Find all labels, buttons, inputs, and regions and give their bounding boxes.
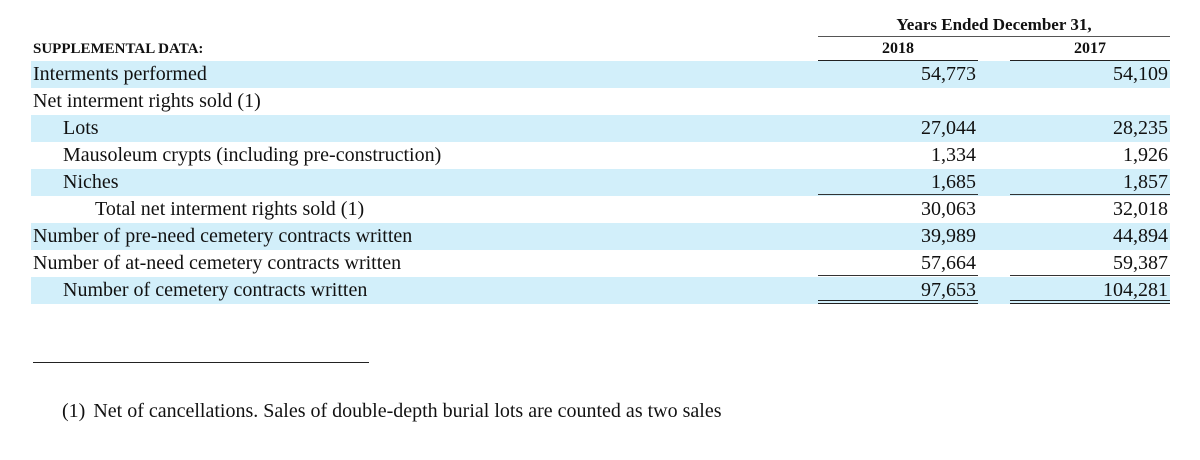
table-row-pre-need-contracts: Number of pre-need cemetery contracts wr…	[31, 223, 1170, 250]
row-label: Lots	[63, 117, 99, 139]
value-2018: 54,773	[921, 63, 976, 85]
table-row-mausoleum-crypts: Mausoleum crypts (including pre-construc…	[31, 142, 1170, 169]
row-label: Mausoleum crypts (including pre-construc…	[63, 144, 442, 166]
value-2018: 39,989	[921, 225, 976, 247]
table-row-at-need-contracts: Number of at-need cemetery contracts wri…	[31, 250, 1170, 277]
value-2017: 1,926	[1123, 144, 1168, 166]
value-2017: 28,235	[1113, 117, 1168, 139]
value-2017: 32,018	[1113, 198, 1168, 220]
row-label: Net interment rights sold (1)	[33, 90, 261, 112]
value-2017: 54,109	[1113, 63, 1168, 85]
value-2018	[818, 88, 978, 114]
table-row-interments-performed: Interments performed 54,773 54,109	[31, 61, 1170, 88]
table-row-niches: Niches 1,685 1,857	[31, 169, 1170, 196]
row-label: Total net interment rights sold (1)	[95, 198, 365, 220]
table-row-lots: Lots 27,044 28,235	[31, 115, 1170, 142]
footnote-text: Net of cancellations. Sales of double-de…	[93, 400, 722, 422]
value-2018: 30,063	[921, 198, 976, 220]
value-2018: 57,664	[818, 250, 978, 276]
footnote-divider	[33, 362, 369, 363]
footnote-marker: (1)	[62, 400, 86, 422]
row-label: Interments performed	[33, 63, 207, 85]
value-2017	[1010, 88, 1170, 114]
years-ended-header: Years Ended December 31,	[818, 14, 1170, 37]
column-header-2018: 2018	[818, 39, 978, 61]
row-label: Niches	[63, 171, 119, 193]
value-2018: 97,653	[818, 277, 978, 304]
column-header-2017: 2017	[1010, 39, 1170, 61]
row-label: Number of cemetery contracts written	[63, 279, 368, 301]
value-2018: 27,044	[921, 117, 976, 139]
footnote: (1) Net of cancellations. Sales of double…	[62, 398, 721, 424]
value-2017: 104,281	[1010, 277, 1170, 304]
value-2017: 1,857	[1010, 169, 1170, 195]
row-label: Number of at-need cemetery contracts wri…	[33, 252, 402, 274]
supplemental-data-table: Interments performed 54,773 54,109 Net i…	[31, 61, 1170, 304]
row-label: Number of pre-need cemetery contracts wr…	[33, 225, 413, 247]
supplemental-data-label: SUPPLEMENTAL DATA:	[33, 41, 204, 57]
table-row-total-net-interment-rights: Total net interment rights sold (1) 30,0…	[31, 196, 1170, 223]
value-2018: 1,334	[931, 144, 976, 166]
table-row-net-interment-rights-sold: Net interment rights sold (1)	[31, 88, 1170, 115]
value-2017: 44,894	[1113, 225, 1168, 247]
table-row-cemetery-contracts-total: Number of cemetery contracts written 97,…	[31, 277, 1170, 304]
value-2018: 1,685	[818, 169, 978, 195]
value-2017: 59,387	[1010, 250, 1170, 276]
